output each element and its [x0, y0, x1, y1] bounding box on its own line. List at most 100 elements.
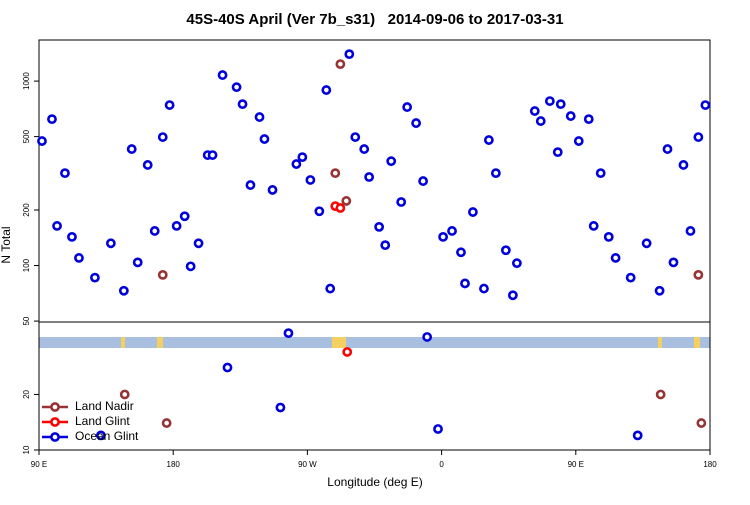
legend-label: Land Glint: [75, 414, 130, 428]
point: [222, 362, 233, 373]
point: [468, 207, 478, 217]
point: [552, 147, 563, 158]
point: [693, 132, 704, 142]
point: [149, 226, 160, 236]
point: [259, 134, 270, 144]
point: [573, 136, 584, 146]
legend-marker: [50, 402, 60, 412]
point: [507, 290, 518, 301]
point: [335, 203, 346, 213]
point: [655, 389, 666, 400]
point: [583, 114, 594, 125]
legend-label: Land Nadir: [75, 399, 134, 413]
point: [132, 257, 143, 268]
point: [60, 168, 70, 179]
point: [74, 253, 84, 263]
point: [433, 424, 443, 434]
y-tick-label: 100: [22, 258, 31, 272]
point: [654, 285, 665, 296]
point: [341, 196, 352, 206]
x-tick-label: 0: [439, 460, 444, 469]
x-axis-label: Longitude (deg E): [327, 475, 422, 489]
band-patch: [658, 337, 662, 348]
point: [693, 269, 704, 280]
point: [588, 221, 599, 231]
band-patch: [157, 337, 163, 348]
point: [330, 168, 341, 179]
y-tick-label: 10: [22, 445, 31, 454]
point: [90, 272, 100, 283]
point: [171, 221, 182, 231]
point: [402, 102, 413, 112]
point: [374, 221, 385, 232]
point: [245, 180, 256, 190]
point: [119, 389, 130, 400]
y-axis-label: N Total: [0, 226, 13, 263]
point: [364, 172, 375, 182]
y-tick-label: 200: [22, 203, 31, 217]
point: [291, 159, 302, 169]
point: [359, 144, 370, 154]
point: [438, 231, 448, 242]
point: [193, 238, 204, 249]
point: [237, 99, 248, 110]
x-tick-label: 90 W: [298, 460, 317, 469]
point: [179, 211, 190, 222]
point: [610, 253, 621, 263]
point: [342, 347, 353, 357]
point: [142, 160, 153, 170]
point: [157, 132, 168, 142]
point: [512, 258, 522, 269]
x-tick-label: 180: [703, 460, 717, 469]
point: [625, 272, 636, 283]
point: [297, 152, 308, 163]
point: [603, 231, 614, 242]
point: [422, 332, 433, 342]
point: [668, 257, 679, 268]
point: [632, 430, 643, 441]
point: [267, 185, 278, 195]
x-tick-label: 90 E: [31, 460, 47, 469]
point: [185, 261, 196, 272]
point: [641, 238, 652, 249]
point: [157, 269, 168, 280]
point: [555, 99, 566, 110]
point: [126, 144, 137, 154]
point: [305, 175, 316, 185]
point: [447, 226, 457, 236]
point: [321, 85, 332, 95]
point: [396, 197, 407, 207]
point: [67, 231, 77, 242]
point: [105, 238, 116, 249]
point: [595, 168, 606, 179]
point: [314, 206, 325, 217]
point: [335, 59, 346, 70]
point: [696, 418, 707, 428]
point: [544, 96, 555, 106]
point: [386, 156, 397, 167]
point: [662, 144, 673, 154]
point: [700, 100, 711, 110]
y-tick-label: 20: [22, 389, 31, 398]
band-patch: [694, 337, 700, 348]
point: [460, 278, 470, 289]
y-tick-label: 500: [22, 129, 31, 143]
point: [231, 82, 242, 93]
point: [535, 116, 546, 126]
band: [39, 337, 710, 348]
point: [479, 283, 489, 294]
surface-band: [39, 337, 710, 348]
point: [456, 247, 466, 258]
point: [500, 245, 511, 256]
point: [37, 136, 47, 146]
band-patch: [332, 337, 346, 348]
point: [411, 118, 422, 128]
point: [164, 100, 175, 110]
y-tick-label: 50: [22, 316, 31, 325]
point: [350, 132, 361, 142]
point: [529, 106, 540, 116]
point: [52, 221, 62, 231]
point: [490, 168, 501, 179]
point: [254, 112, 265, 122]
